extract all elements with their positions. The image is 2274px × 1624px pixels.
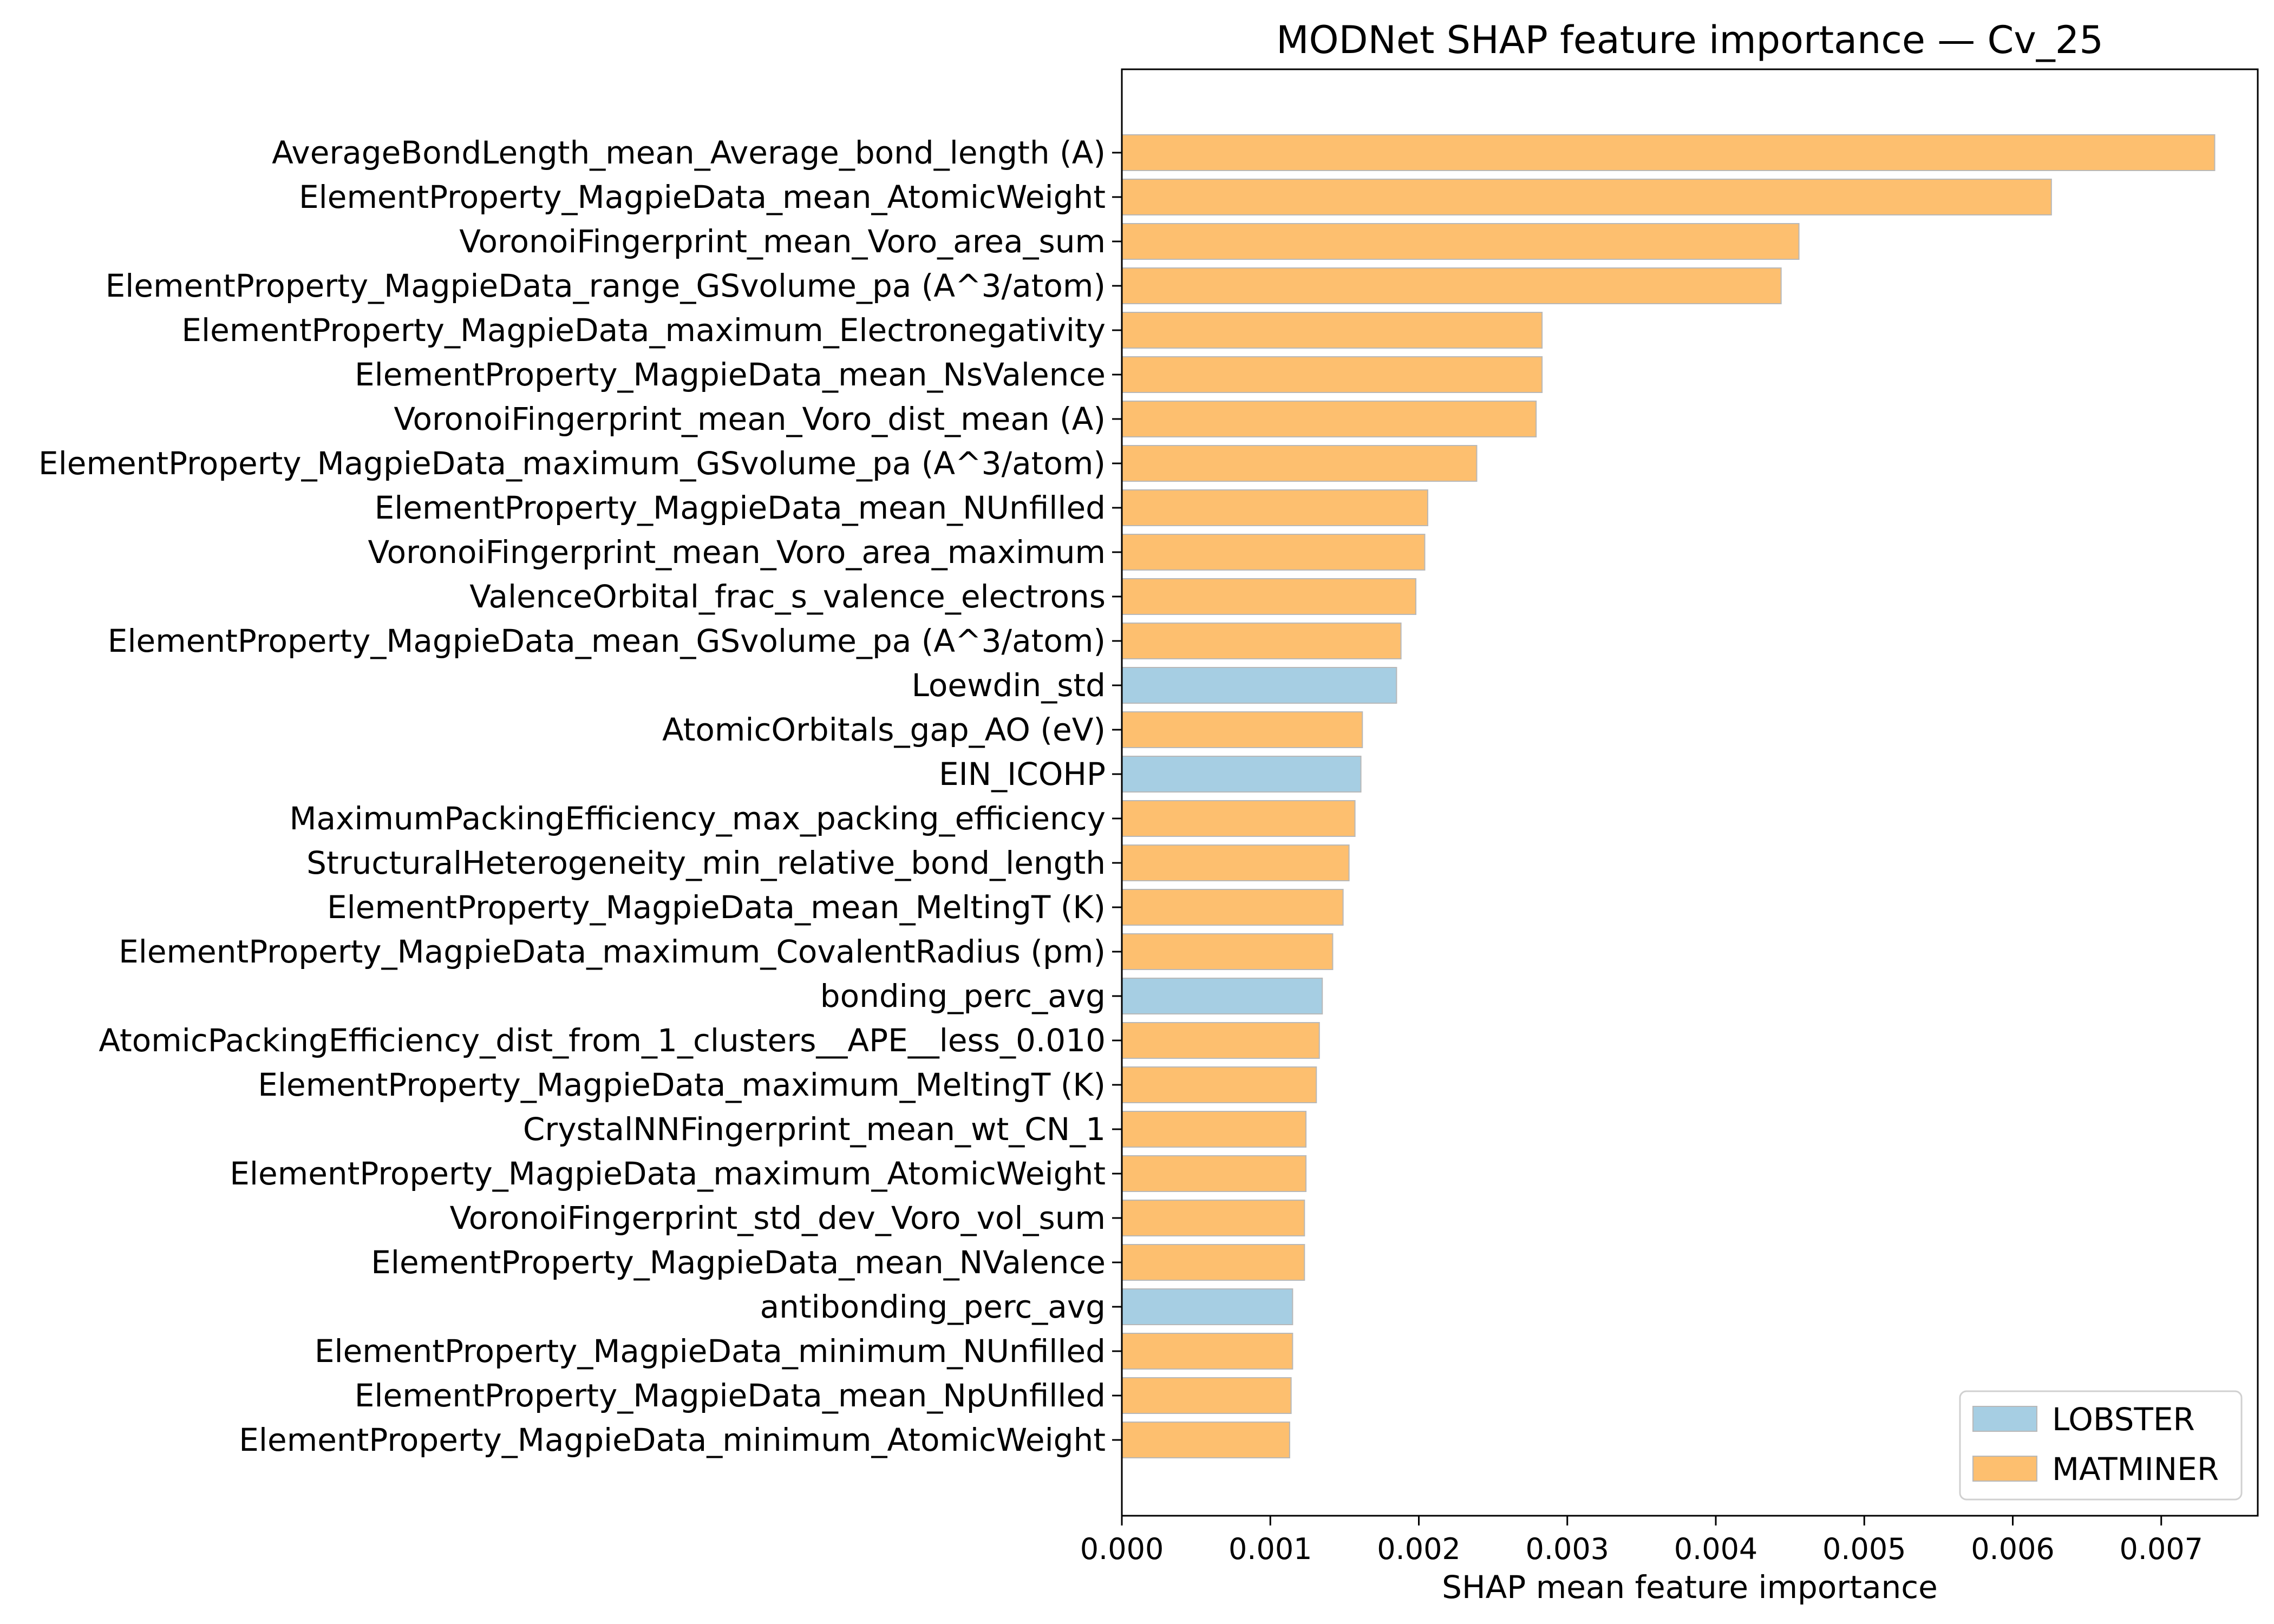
y-tick-label: MaximumPackingEfficiency_max_packing_eff… xyxy=(289,800,1106,837)
y-tick-label: ElementProperty_MagpieData_maximum_Atomi… xyxy=(230,1155,1106,1192)
bar-matminer xyxy=(1121,578,1417,615)
bar-matminer xyxy=(1121,1022,1320,1059)
bar-matminer xyxy=(1121,1111,1307,1148)
x-tick-label: 0.006 xyxy=(1971,1532,2055,1566)
bar-matminer xyxy=(1121,623,1402,659)
bar-matminer xyxy=(1121,1200,1305,1236)
bar-matminer xyxy=(1121,134,2216,171)
bar-matminer xyxy=(1121,800,1356,837)
bar-matminer xyxy=(1121,889,1344,926)
x-axis: 0.000 0.001 0.002 0.003 0.004 0.005 0.006 0.007 xyxy=(1080,1516,2203,1566)
bar-matminer xyxy=(1121,844,1350,881)
y-tick-label: ElementProperty_MagpieData_mean_NsValenc… xyxy=(355,356,1106,393)
legend-swatch-matminer xyxy=(1972,1456,2037,1482)
y-tick-label: AverageBondLength_mean_Average_bond_leng… xyxy=(272,134,1106,171)
bar-matminer xyxy=(1121,356,1543,393)
y-tick-label: AtomicPackingEfficiency_dist_from_1_clus… xyxy=(99,1022,1106,1059)
y-tick-label: ValenceOrbital_frac_s_valence_electrons xyxy=(469,578,1106,615)
bar-matminer xyxy=(1121,1333,1293,1370)
y-tick-label: CrystalNNFingerprint_mean_wt_CN_1 xyxy=(523,1111,1106,1148)
y-tick-label: StructuralHeterogeneity_min_relative_bon… xyxy=(306,844,1106,881)
bar-matminer xyxy=(1121,312,1543,349)
y-tick-label: ElementProperty_MagpieData_minimum_Atomi… xyxy=(239,1422,1106,1458)
y-tick-label: ElementProperty_MagpieData_maximum_Elect… xyxy=(181,312,1106,349)
bar-matminer xyxy=(1121,1066,1317,1103)
legend-label-matminer: MATMINER xyxy=(2052,1451,2219,1488)
y-tick-label: AtomicOrbitals_gap_AO (eV) xyxy=(662,711,1106,748)
x-tick-label: 0.004 xyxy=(1674,1532,1758,1566)
y-tick-label: EIN_ICOHP xyxy=(939,756,1106,793)
legend-label-lobster: LOBSTER xyxy=(2052,1401,2195,1438)
y-tick-label: ElementProperty_MagpieData_mean_AtomicWe… xyxy=(299,179,1106,215)
chart-title: MODNet SHAP feature importance — Cv_25 xyxy=(1276,18,2103,62)
legend-swatch-lobster xyxy=(1972,1406,2037,1432)
y-tick-label: ElementProperty_MagpieData_maximum_Coval… xyxy=(119,933,1106,970)
bar-matminer xyxy=(1121,489,1428,526)
bar-matminer xyxy=(1121,401,1537,437)
x-tick-label: 0.001 xyxy=(1229,1532,1312,1566)
x-tick-label: 0.003 xyxy=(1525,1532,1609,1566)
x-axis-label: SHAP mean feature importance xyxy=(1442,1569,1938,1606)
bar-matminer xyxy=(1121,267,1782,304)
bar-lobster xyxy=(1121,667,1397,704)
bar-matminer xyxy=(1121,445,1478,482)
bar-matminer xyxy=(1121,711,1363,748)
y-tick-label: ElementProperty_MagpieData_maximum_Melti… xyxy=(258,1066,1106,1103)
x-tick-label: 0.005 xyxy=(1822,1532,1906,1566)
bar-matminer xyxy=(1121,1377,1292,1414)
bar-lobster xyxy=(1121,978,1323,1014)
y-tick-label: VoronoiFingerprint_mean_Voro_dist_mean (… xyxy=(394,401,1106,437)
y-tick-label: ElementProperty_MagpieData_mean_GSvolume… xyxy=(108,623,1106,659)
x-tick-label: 0.000 xyxy=(1080,1532,1164,1566)
bar-matminer xyxy=(1121,933,1334,970)
bars-layer xyxy=(1121,134,2216,1458)
y-tick-label: bonding_perc_avg xyxy=(820,978,1106,1014)
y-tick-label: ElementProperty_MagpieData_mean_NUnfille… xyxy=(375,489,1106,526)
bar-lobster xyxy=(1121,1288,1293,1325)
y-tick-labels: AverageBondLength_mean_Average_bond_leng… xyxy=(38,134,1122,1458)
y-tick-label: VoronoiFingerprint_std_dev_Voro_vol_sum xyxy=(450,1200,1106,1236)
y-tick-label: ElementProperty_MagpieData_mean_MeltingT… xyxy=(327,889,1106,926)
y-tick-label: ElementProperty_MagpieData_mean_NpUnfill… xyxy=(355,1377,1106,1414)
bar-matminer xyxy=(1121,1244,1305,1281)
bar-matminer xyxy=(1121,1155,1307,1192)
x-tick-label: 0.007 xyxy=(2119,1532,2203,1566)
y-tick-label: VoronoiFingerprint_mean_Voro_area_maximu… xyxy=(368,534,1106,571)
x-tick-label: 0.002 xyxy=(1377,1532,1461,1566)
y-tick-label: ElementProperty_MagpieData_mean_NValence xyxy=(371,1244,1106,1281)
bar-matminer xyxy=(1121,179,2052,215)
y-tick-label: ElementProperty_MagpieData_range_GSvolum… xyxy=(106,267,1106,304)
y-tick-label: VoronoiFingerprint_mean_Voro_area_sum xyxy=(459,223,1106,260)
bar-matminer xyxy=(1121,223,1800,260)
y-tick-label: ElementProperty_MagpieData_maximum_GSvol… xyxy=(38,445,1106,482)
y-tick-label: ElementProperty_MagpieData_minimum_NUnfi… xyxy=(315,1333,1106,1370)
bar-matminer xyxy=(1121,534,1426,571)
y-tick-label: antibonding_perc_avg xyxy=(760,1288,1106,1325)
legend: LOBSTER MATMINER xyxy=(1959,1390,2243,1501)
y-tick-label: Loewdin_std xyxy=(912,667,1106,704)
plot-frame xyxy=(1121,68,2259,1517)
bar-matminer xyxy=(1121,1422,1290,1458)
bar-lobster xyxy=(1121,756,1362,793)
